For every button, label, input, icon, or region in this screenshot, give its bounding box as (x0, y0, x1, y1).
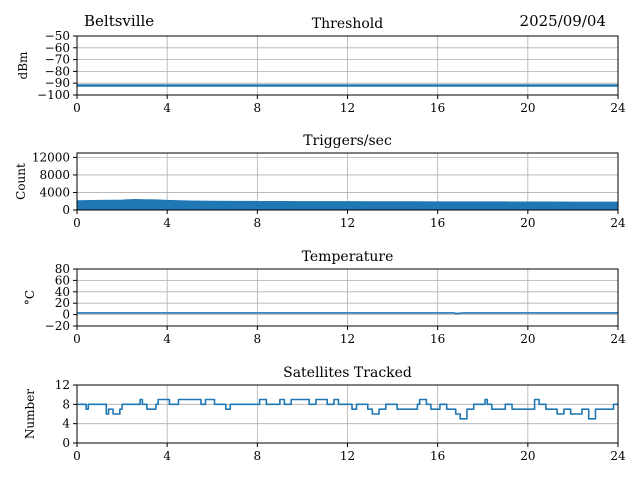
y-tick-label: 20 (55, 296, 70, 310)
x-tick-label: 8 (254, 101, 262, 115)
y-tick-label: 8000 (39, 168, 70, 182)
x-tick-label: 0 (73, 332, 81, 346)
x-tick-label: 20 (520, 332, 535, 346)
x-tick-label: 8 (254, 449, 262, 463)
series-area (76, 198, 619, 211)
y-axis-label: dBm (16, 51, 30, 80)
x-tick-label: 20 (520, 449, 535, 463)
chart-title: Triggers/sec (303, 133, 392, 149)
chart-title: Satellites Tracked (283, 365, 412, 381)
y-tick-label: 40 (55, 285, 70, 299)
x-tick-label: 12 (340, 449, 355, 463)
x-tick-label: 24 (610, 101, 626, 115)
x-tick-label: 24 (610, 216, 626, 230)
y-tick-label: 0 (62, 436, 70, 450)
y-axis-label: Number (23, 389, 37, 439)
x-tick-label: 4 (163, 101, 171, 115)
x-tick-label: 16 (430, 216, 445, 230)
y-tick-label: 4 (62, 417, 70, 431)
x-tick-label: 20 (520, 101, 535, 115)
site-label: Beltsville (84, 12, 155, 30)
x-tick-label: 4 (163, 332, 171, 346)
x-tick-label: 12 (340, 101, 355, 115)
y-tick-label: −60 (45, 41, 70, 55)
y-tick-label: −80 (45, 64, 70, 78)
y-tick-label: −20 (45, 319, 70, 333)
y-tick-label: −50 (45, 29, 70, 43)
series-line (77, 398, 618, 420)
x-tick-label: 0 (73, 449, 81, 463)
x-tick-label: 8 (254, 216, 262, 230)
y-tick-label: 12 (55, 378, 70, 392)
y-tick-label: −70 (45, 53, 70, 67)
y-axis-label: Count (14, 163, 28, 200)
x-tick-label: 16 (430, 449, 445, 463)
y-axis-label: °C (23, 290, 37, 305)
x-tick-label: 0 (73, 216, 81, 230)
x-tick-label: 4 (163, 449, 171, 463)
x-tick-label: 12 (340, 216, 355, 230)
series-line (77, 312, 618, 315)
x-tick-label: 24 (610, 449, 626, 463)
y-tick-label: 12000 (32, 150, 70, 164)
y-tick-label: 4000 (39, 185, 70, 199)
y-tick-label: 0 (62, 308, 70, 322)
y-tick-label: 80 (55, 262, 70, 276)
y-tick-label: 0 (62, 203, 70, 217)
chart-title: Threshold (312, 16, 383, 32)
date-label: 2025/09/04 (519, 12, 606, 30)
y-tick-label: −100 (37, 88, 70, 102)
x-tick-label: 20 (520, 216, 535, 230)
x-tick-label: 24 (610, 332, 626, 346)
x-tick-label: 0 (73, 101, 81, 115)
x-tick-label: 4 (163, 216, 171, 230)
x-tick-label: 12 (340, 332, 355, 346)
y-tick-label: −90 (45, 76, 70, 90)
x-tick-label: 8 (254, 332, 262, 346)
chart-title: Temperature (302, 249, 394, 265)
y-tick-label: 60 (55, 273, 70, 287)
x-tick-label: 16 (430, 332, 445, 346)
x-tick-label: 16 (430, 101, 445, 115)
y-tick-label: 8 (62, 397, 70, 411)
